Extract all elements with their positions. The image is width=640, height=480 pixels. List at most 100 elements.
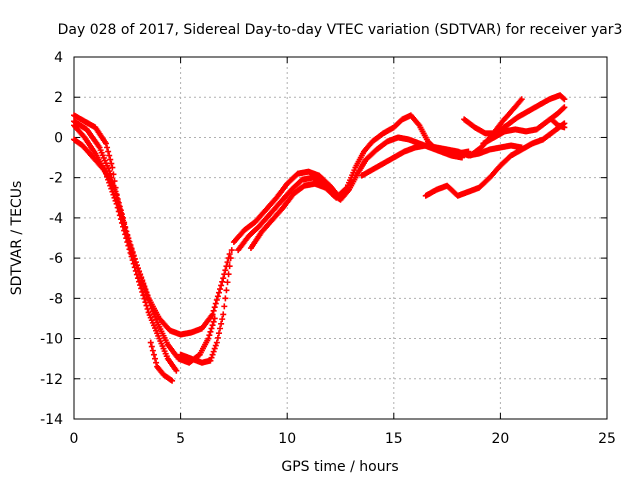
data-point (106, 152, 113, 159)
data-point (114, 196, 121, 203)
data-point (208, 325, 215, 332)
data-point (518, 96, 525, 103)
data-point (109, 164, 116, 171)
data-point (561, 124, 568, 131)
data-point (141, 295, 148, 302)
data-point (217, 286, 224, 293)
data-point (210, 348, 217, 355)
data-point (220, 311, 227, 318)
data-point (222, 267, 229, 274)
data-point (117, 207, 124, 214)
data-point (142, 299, 149, 306)
data-point (102, 140, 109, 147)
data-point (211, 345, 218, 352)
data-point (207, 328, 214, 335)
data-point (222, 295, 229, 302)
data-point (206, 332, 213, 339)
data-point (144, 305, 151, 312)
x-axis-label: GPS time / hours (281, 459, 398, 475)
y-tick-label: -2 (49, 171, 63, 187)
x-tick-labels: 0 5 10 15 20 25 (70, 431, 616, 447)
data-point (133, 271, 140, 278)
data-point (152, 313, 159, 320)
x-tick-label: 0 (70, 431, 79, 447)
data-point (211, 315, 218, 322)
data-point (132, 267, 139, 274)
data-point (120, 214, 127, 221)
data-point (128, 251, 135, 258)
y-tick-label: -6 (49, 251, 63, 267)
y-tick-label: -12 (40, 372, 63, 388)
data-point (150, 351, 157, 358)
y-tick-label: -10 (40, 332, 63, 348)
data-point (224, 259, 231, 266)
data-point (152, 355, 159, 362)
data-point (149, 308, 156, 315)
data-point (208, 354, 215, 361)
x-tick-label: 15 (385, 431, 403, 447)
data-point (111, 184, 118, 191)
data-point (228, 247, 235, 254)
data-point (213, 339, 220, 346)
data-point (118, 211, 125, 218)
data-point (139, 288, 146, 295)
data-point (218, 282, 225, 289)
axis-ticks (73, 56, 608, 420)
data-point (224, 279, 231, 286)
data-point (153, 359, 160, 366)
data-point (332, 193, 339, 200)
data-point (131, 264, 138, 271)
data-point (173, 367, 180, 374)
data-point (213, 296, 220, 303)
data-point (116, 203, 123, 210)
data-point (212, 300, 219, 307)
data-point (333, 194, 340, 201)
data-point (138, 285, 145, 292)
data-point (169, 377, 176, 384)
x-tick-label: 20 (491, 431, 509, 447)
data-point (227, 255, 234, 262)
plot-frame (73, 56, 608, 420)
data-point (209, 311, 216, 318)
x-tick-label: 5 (176, 431, 185, 447)
data-point (215, 330, 222, 337)
data-point (105, 148, 112, 155)
data-point (130, 260, 137, 267)
data-point (214, 293, 221, 300)
data-point (143, 302, 150, 309)
data-point (127, 246, 134, 253)
grid-lines (74, 57, 607, 419)
data-point (226, 263, 233, 270)
data-point (126, 242, 133, 249)
data-point (149, 347, 156, 354)
data-point (219, 278, 226, 285)
data-point (215, 289, 222, 296)
data-point (115, 199, 122, 206)
y-tick-label: 0 (54, 130, 63, 146)
data-point (124, 232, 131, 239)
data-point (122, 223, 129, 230)
data-point (121, 219, 128, 226)
data-point (140, 292, 147, 299)
y-tick-label: -14 (40, 412, 63, 428)
data-point (147, 339, 154, 346)
y-tick-labels: -14 -12 -10 -8 -6 -4 -2 0 2 4 (40, 50, 63, 428)
chart-title: Day 028 of 2017, Sidereal Day-to-day VTE… (58, 22, 623, 38)
data-point (112, 188, 119, 195)
data-point (145, 296, 152, 303)
data-point (220, 275, 227, 282)
data-point (560, 95, 567, 102)
y-tick-label: 2 (54, 90, 63, 106)
data-point (207, 357, 214, 364)
data-point (560, 105, 567, 112)
x-tick-label: 25 (598, 431, 616, 447)
data-point (144, 294, 151, 301)
data-point (223, 287, 230, 294)
data-point (205, 335, 212, 342)
data-point (214, 334, 221, 341)
data-point (142, 288, 149, 295)
data-point (107, 156, 114, 163)
data-point (211, 304, 218, 311)
y-tick-label: 4 (54, 50, 63, 66)
